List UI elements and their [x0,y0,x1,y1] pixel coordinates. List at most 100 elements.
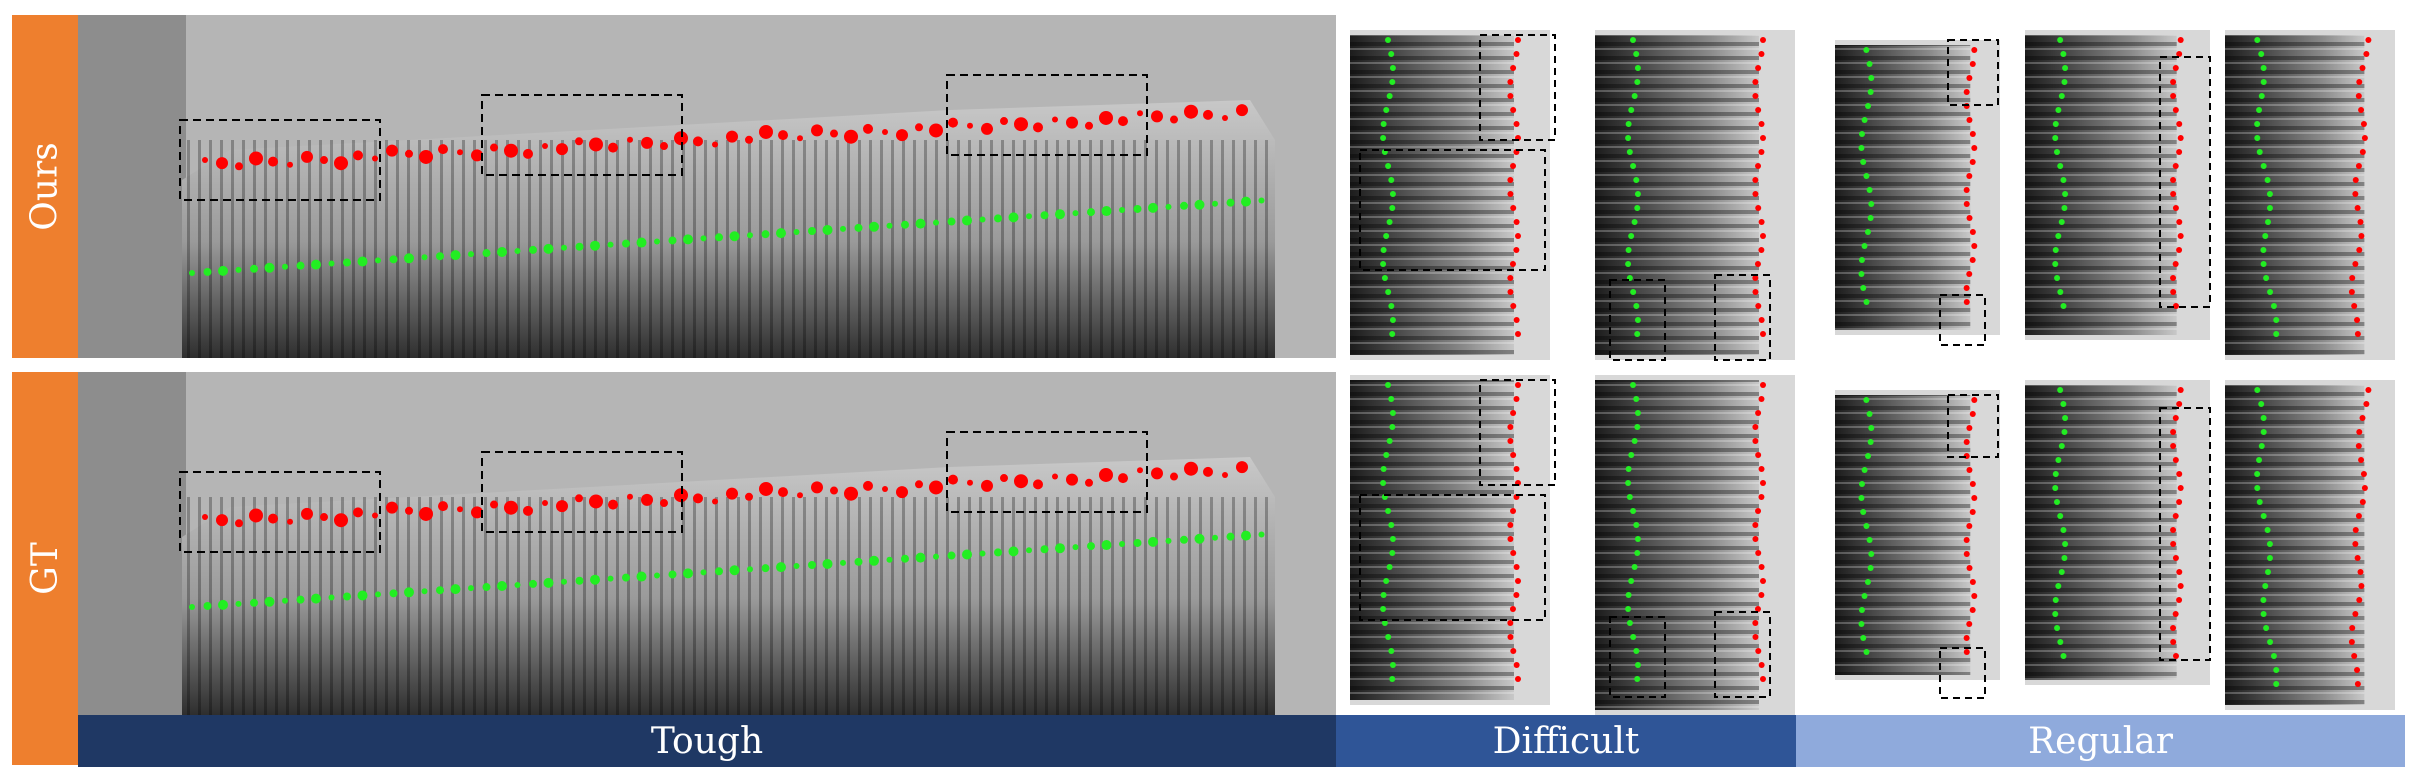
bottom-edge-point [1634,662,1641,668]
bottom-edge-point [1860,285,1867,291]
highlight-box [179,471,381,553]
bottom-edge-point [1858,257,1865,263]
bottom-edge-point [2260,65,2267,71]
small-panel-stripes [1835,45,1971,330]
top-edge-point [882,129,888,135]
bottom-edge-point [1634,676,1641,682]
bottom-edge-point [1865,453,1872,459]
top-edge-point [1510,410,1517,416]
bottom-edge-point [962,549,972,560]
top-edge-point [608,142,618,153]
top-edge-point [405,506,413,515]
highlight-box [1947,394,1999,458]
bottom-edge-point [1860,509,1867,515]
bottom-edge-point [683,234,693,245]
bottom-edge-point [1040,545,1049,554]
top-edge-point [1963,285,1970,291]
top-edge-point [1971,145,1978,151]
top-edge-point [608,499,618,510]
bottom-edge-point [729,231,740,242]
bottom-edge-point [1630,37,1636,43]
bottom-edge-point [1380,466,1387,472]
top-edge-point [1513,466,1520,472]
bottom-edge-point [1861,243,1868,249]
category-bar-tough: Tough [78,715,1336,767]
bottom-edge-point [1133,538,1142,547]
top-edge-point [1052,116,1058,123]
top-edge-point [1515,382,1521,388]
bottom-edge-point [1385,634,1392,640]
top-edge-point [2348,639,2355,645]
top-edge-point [1509,261,1516,267]
bottom-edge-point [1866,187,1873,193]
bottom-edge-point [636,571,647,582]
bottom-edge-point [590,240,600,251]
bottom-edge-point [1860,635,1867,641]
tough-stripes-gt [182,497,1275,715]
bottom-edge-point [1389,65,1396,71]
bottom-edge-point [1087,208,1095,217]
bottom-edge-point [2258,401,2265,407]
top-edge-point [2354,317,2361,323]
top-edge-point [471,149,483,162]
top-edge-point [1971,243,1978,249]
top-edge-point [504,143,518,158]
bottom-edge-point [250,264,258,273]
top-edge-point [1758,662,1765,668]
top-edge-point [1515,37,1521,43]
bottom-edge-point [1389,550,1396,556]
bottom-edge-point [590,574,600,585]
bottom-edge-point [933,219,939,226]
bottom-edge-point [1226,532,1235,541]
top-edge-point [797,135,803,142]
top-edge-point [1758,396,1765,402]
top-edge-point [1758,121,1765,127]
bottom-edge-point [1628,452,1635,458]
top-edge-point [1085,121,1093,130]
top-edge-point [1758,247,1765,253]
bottom-edge-point [189,270,195,276]
top-edge-point [2170,275,2177,281]
top-edge-point [778,130,788,141]
top-edge-point [2356,597,2363,603]
top-edge-point [320,513,328,522]
bottom-edge-point [1258,197,1265,204]
bottom-edge-point [793,229,800,236]
bottom-edge-point [1634,191,1641,197]
top-edge-point [745,135,753,144]
top-edge-point [2352,541,2359,547]
top-edge-point [2354,205,2361,211]
top-edge-point [811,124,823,137]
bottom-edge-point [808,227,816,235]
bottom-edge-point [994,548,1002,557]
top-edge-point [419,149,433,164]
bottom-edge-point [1385,289,1392,295]
top-edge-point [1969,509,1976,515]
top-edge-point [2361,485,2368,491]
bottom-edge-point [1863,397,1870,403]
top-edge-point [693,493,703,504]
highlight-box [1714,611,1771,698]
bottom-edge-point [2061,555,2068,561]
top-edge-point [1513,396,1520,402]
top-edge-point [2361,135,2368,141]
top-edge-point [830,129,838,138]
bottom-edge-point [1389,79,1396,85]
top-edge-point [2357,569,2364,575]
bottom-edge-point [482,249,491,258]
top-edge-point [797,492,803,499]
top-edge-point [1963,89,1970,95]
top-edge-point [1052,473,1058,480]
bottom-edge-point [1867,215,1874,221]
top-edge-point [249,508,263,523]
bottom-edge-point [1389,317,1396,323]
bottom-edge-point [947,551,956,560]
top-edge-point [929,480,943,495]
top-edge-point [1759,578,1766,584]
top-edge-point [2349,625,2356,631]
bottom-edge-point [2060,303,2067,309]
bottom-edge-point [2258,443,2265,449]
bottom-edge-point [1634,424,1641,430]
bottom-edge-point [1055,209,1065,220]
top-edge-point [589,137,603,152]
